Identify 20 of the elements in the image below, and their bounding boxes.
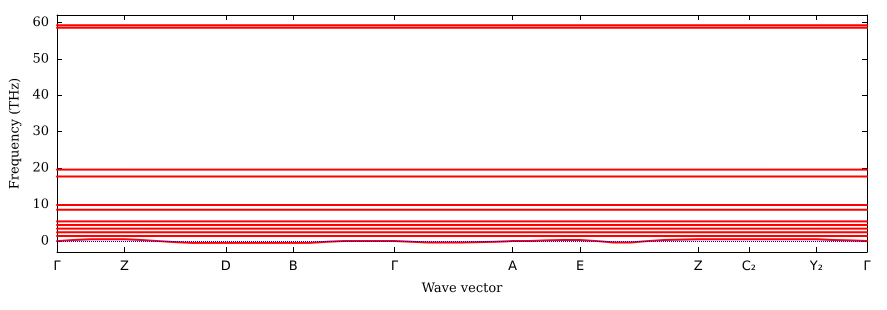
x-tick-label: D <box>220 259 231 274</box>
y-tick-label: 30 <box>32 124 49 140</box>
x-tick-label: Γ <box>390 259 399 274</box>
x-tick-label: Z <box>120 259 130 274</box>
x-tick-label: Γ <box>863 259 872 274</box>
x-tick-label: A <box>508 259 518 274</box>
y-tick-label: 0 <box>40 234 49 249</box>
x-tick-label: E <box>576 259 584 274</box>
x-tick-label: Y₂ <box>808 259 823 274</box>
y-axis-title: Frequency (THz) <box>8 78 23 190</box>
y-tick-label: 40 <box>32 88 49 103</box>
x-tick-label: Z <box>694 259 703 274</box>
y-tick-label: 50 <box>32 51 49 66</box>
x-axis-title: Wave vector <box>422 281 504 296</box>
y-tick-label: 10 <box>32 197 49 212</box>
x-tick-label: Γ <box>53 259 62 274</box>
x-tick-label: B <box>288 259 298 274</box>
y-tick-label: 60 <box>32 14 49 30</box>
y-tick-label: 20 <box>32 160 49 176</box>
x-tick-label: C₂ <box>742 259 756 274</box>
